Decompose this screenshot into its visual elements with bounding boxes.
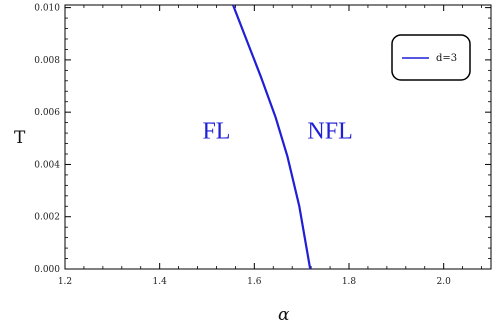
annotation-layer: FL NFL <box>202 118 352 144</box>
y-tick-label: 0.004 <box>34 160 60 170</box>
series-line-d3 <box>232 4 312 270</box>
region-label-fl: FL <box>202 118 230 144</box>
x-tick-label: 1.8 <box>342 277 357 287</box>
y-tick-label: 0.010 <box>34 4 60 14</box>
y-tick-label: 0.006 <box>34 108 60 118</box>
plot-frame <box>64 4 492 270</box>
region-label-nfl: NFL <box>307 118 352 144</box>
x-tick-label: 2.0 <box>437 277 452 287</box>
y-tick-label: 0.000 <box>34 265 60 275</box>
legend-label: d=3 <box>436 53 457 64</box>
y-axis-label: T <box>14 128 26 148</box>
legend-box <box>391 34 471 81</box>
x-tick-label: 1.2 <box>58 277 72 287</box>
x-tick-label: 1.6 <box>247 277 262 287</box>
x-axis-ticks: 1.2 1.4 1.6 1.8 2.0 <box>58 5 482 287</box>
y-axis-ticks: 0.000 0.002 0.004 0.006 0.008 0.010 <box>34 4 491 275</box>
legend: d=3 <box>391 34 471 81</box>
y-tick-label: 0.002 <box>34 213 60 223</box>
x-axis-label: α <box>278 305 290 325</box>
series-layer <box>232 4 312 270</box>
y-tick-label: 0.008 <box>34 56 60 66</box>
x-tick-label: 1.4 <box>153 277 168 287</box>
